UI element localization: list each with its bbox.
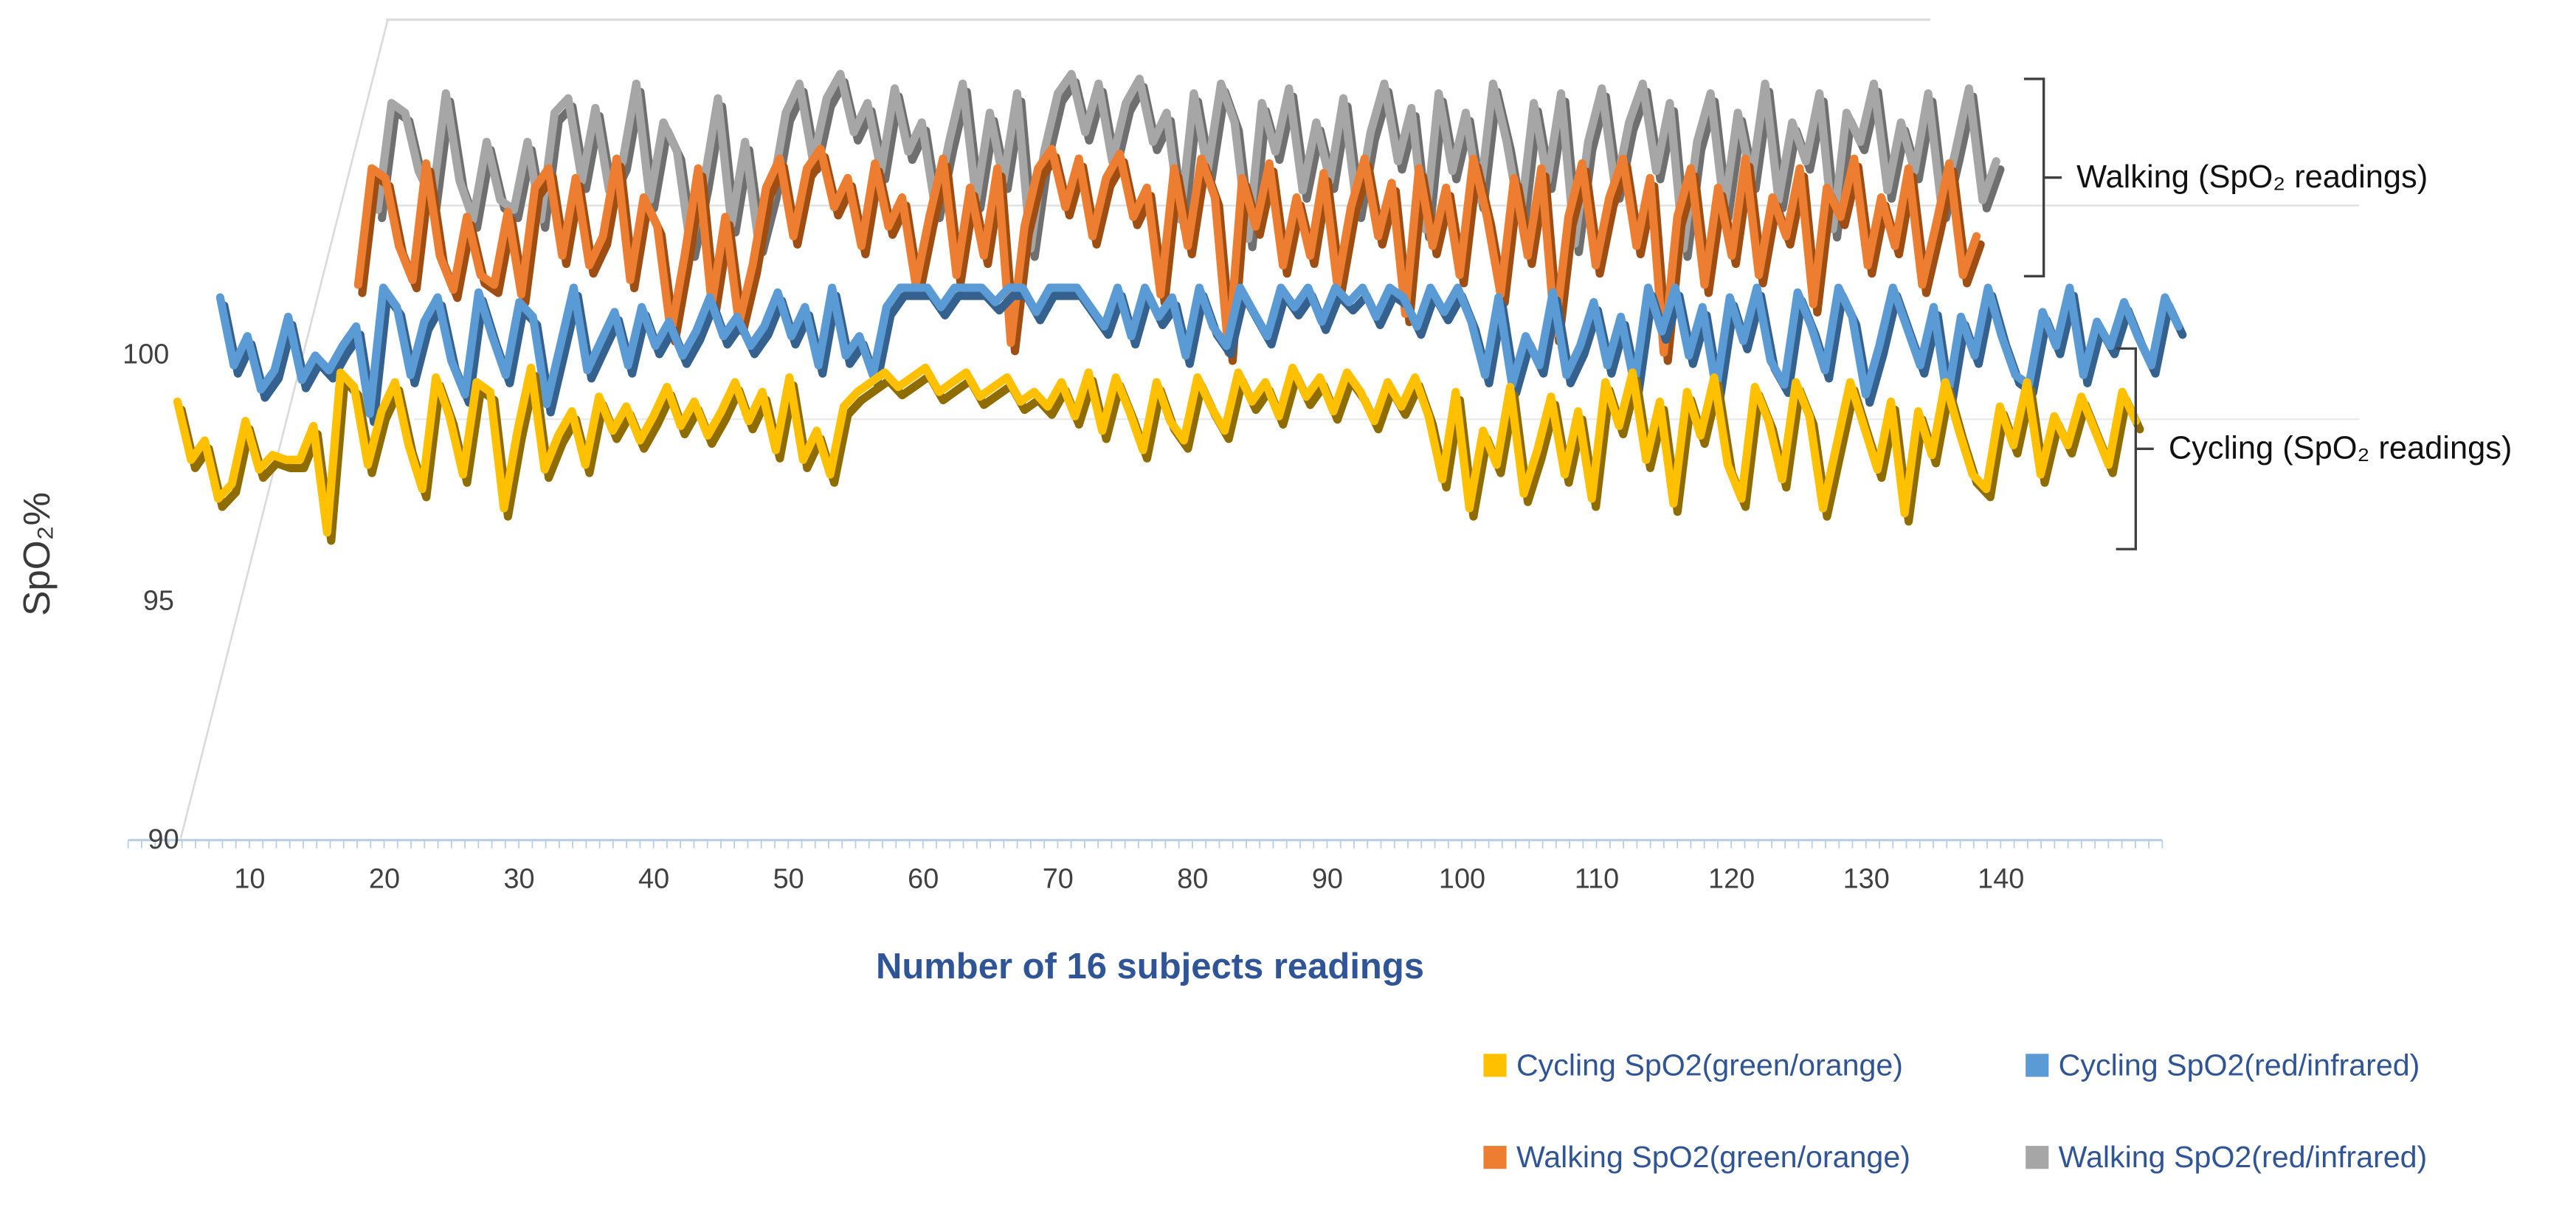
- walking-group-label: Walking (SpO₂ readings): [2076, 159, 2428, 195]
- axes: 10 20 30 40 50 60 70 80 90 100 110 120 130 140 100 95 90: [122, 339, 2164, 894]
- series-line-0: [173, 363, 2140, 537]
- x-axis-title: Number of 16 subjects readings: [876, 947, 1424, 986]
- y-axis-title: SpO₂%: [15, 492, 58, 616]
- x-tick-label: 30: [503, 863, 534, 894]
- legend-label-3: Walking SpO2(red/infrared): [2059, 1140, 2428, 1174]
- y-tick-label: 100: [122, 339, 169, 370]
- legend-label-1: Cycling SpO2(red/infrared): [2059, 1048, 2420, 1082]
- x-tick-label: 80: [1177, 863, 1208, 894]
- series-line-1: [215, 283, 2183, 418]
- cycling-group-bracket: [2116, 347, 2154, 550]
- legend-swatch-1: [2026, 1054, 2049, 1077]
- x-tick-label: 40: [638, 863, 669, 894]
- gridline: [179, 19, 389, 839]
- legend-swatch-0: [1483, 1054, 1507, 1077]
- x-tick-label: 70: [1043, 863, 1074, 894]
- cycling-group-label: Cycling (SpO₂ readings): [2169, 431, 2513, 466]
- walking-group-bracket: [2023, 77, 2062, 278]
- x-tick-label: 100: [1439, 863, 1485, 894]
- legend: Cycling SpO2(green/orange) Cycling SpO2(r…: [1483, 1048, 2427, 1174]
- x-tick-label: 50: [773, 863, 804, 894]
- series-line-2: [353, 145, 1981, 357]
- x-tick-label: 20: [369, 863, 400, 894]
- legend-swatch-3: [2026, 1146, 2049, 1169]
- y-tick-label: 95: [143, 586, 174, 617]
- x-tick-label: 130: [1843, 863, 1890, 894]
- series-lines: [173, 69, 2187, 545]
- series-line-3: [373, 69, 2000, 253]
- y-tick-label: 90: [148, 824, 179, 855]
- legend-label-2: Walking SpO2(green/orange): [1516, 1140, 1910, 1174]
- x-tick-label: 60: [908, 863, 939, 894]
- x-tick-label: 140: [1978, 863, 2024, 894]
- legend-swatch-2: [1483, 1146, 1507, 1169]
- x-tick-label: 110: [1575, 863, 1619, 894]
- x-tick-label: 10: [234, 863, 265, 894]
- x-tick-label: 120: [1708, 863, 1755, 894]
- legend-label-0: Cycling SpO2(green/orange): [1516, 1048, 1903, 1082]
- x-tick-label: 90: [1312, 863, 1343, 894]
